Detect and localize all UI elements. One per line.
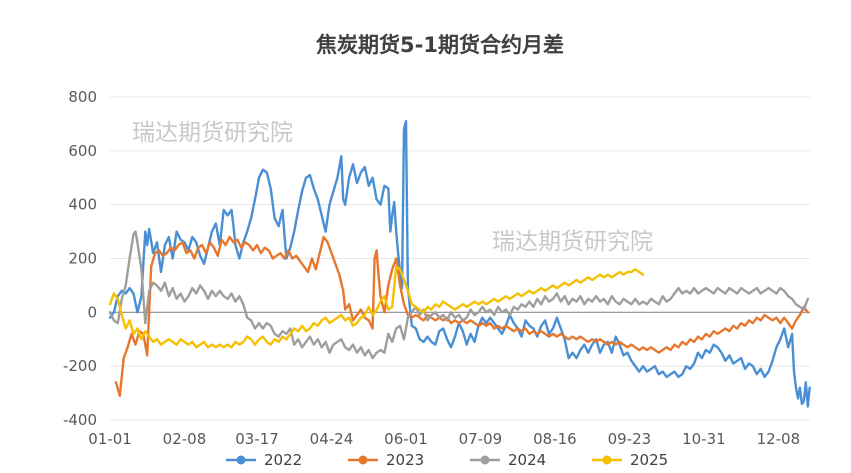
y-tick-label: 400 [68,196,97,214]
x-tick-label: 10-31 [682,430,726,448]
watermark-top-left: 瑞达期货研究院 [132,120,293,146]
x-tick-label: 09-23 [608,430,652,448]
x-tick-label: 03-17 [235,430,279,448]
legend-label-2023: 2023 [386,451,424,469]
y-tick-label: -200 [63,357,97,375]
y-tick-label: -400 [63,411,97,429]
y-tick-label: 200 [68,250,97,268]
y-tick-label: 800 [68,88,97,106]
y-tick-label: 600 [68,142,97,160]
x-axis: 01-01 02-08 03-17 04-24 06-01 07-09 08-16 09-23… [88,430,800,448]
series-lines [108,120,811,408]
legend-marker-2024 [480,455,490,465]
legend-marker-2025 [602,455,612,465]
y-tick-label: 0 [87,303,97,321]
series-line-2022 [108,120,811,408]
y-axis: 800 600 400 200 0 -200 -400 [63,88,97,429]
legend: 2022 2023 2024 2025 [226,451,668,469]
x-tick-label: 08-16 [533,430,577,448]
series-line-2025 [108,265,645,349]
grid [110,96,810,421]
legend-label-2022: 2022 [264,451,302,469]
x-tick-label: 02-08 [163,430,207,448]
x-tick-label: 01-01 [88,430,132,448]
chart-title: 焦炭期货5-1期货合约月差 [315,33,564,57]
legend-marker-2023 [358,455,368,465]
series-line-2024 [108,230,809,360]
x-tick-label: 06-01 [384,430,428,448]
legend-label-2025: 2025 [630,451,668,469]
watermark-center: 瑞达期货研究院 [492,229,653,255]
legend-label-2024: 2024 [508,451,546,469]
x-tick-label: 04-24 [310,430,354,448]
x-tick-label: 07-09 [459,430,503,448]
x-tick-label: 12-08 [757,430,801,448]
series-line-2023 [114,235,809,397]
legend-marker-2022 [236,455,246,465]
